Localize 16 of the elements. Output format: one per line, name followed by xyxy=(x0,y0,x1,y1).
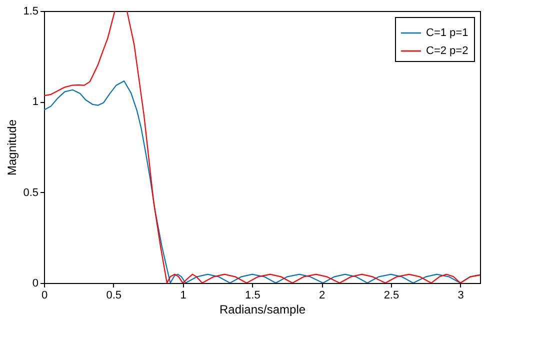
x-tick-label: 2.5 xyxy=(384,290,400,302)
y-tick-label: 0 xyxy=(32,278,38,290)
x-axis-title: Radians/sample xyxy=(219,302,306,316)
x-tick-label: 2 xyxy=(319,290,326,302)
x-tick-label: 1 xyxy=(180,290,186,302)
y-tick-label: 1 xyxy=(32,96,38,108)
x-tick-label: 0.5 xyxy=(106,290,122,302)
line-series xyxy=(44,80,480,283)
y-axis-title: Magnitude xyxy=(5,119,20,176)
y-tick-label: 1.5 xyxy=(23,6,38,18)
y-tick-label: 0.5 xyxy=(23,186,38,199)
x-tick-label: 1.5 xyxy=(245,290,260,302)
x-tick-label: 0 xyxy=(41,290,48,302)
legend-label: C=1 p=1 xyxy=(426,27,468,39)
x-tick-label: 3 xyxy=(458,290,464,302)
legend-label: C=2 p=2 xyxy=(426,45,468,57)
